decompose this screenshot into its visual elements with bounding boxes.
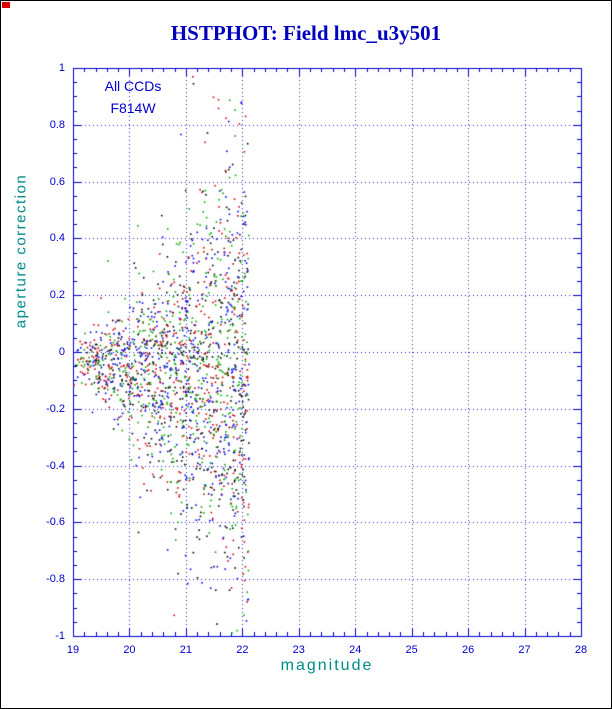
annotation-box: All CCDs F814W (89, 75, 177, 119)
y-tick-label: -0.6 (46, 516, 65, 529)
x-tick-label: 20 (123, 644, 136, 656)
y-tick-label: 0.8 (49, 118, 65, 131)
x-tick-label: 23 (292, 644, 305, 656)
x-tick-label: 22 (236, 644, 249, 656)
y-tick-label: 0.6 (49, 175, 65, 188)
x-tick-label: 24 (349, 644, 362, 656)
annotation-filter: F814W (110, 100, 156, 116)
y-tick-label: -0.4 (46, 459, 65, 472)
x-tick-label: 27 (518, 644, 531, 656)
y-tick-label: 1 (58, 62, 65, 74)
y-tick-label: 0.4 (49, 232, 65, 245)
x-tick-label: 19 (66, 644, 80, 656)
x-tick-label: 26 (461, 644, 475, 656)
x-axis-label: magnitude (280, 657, 374, 674)
y-tick-label: 0 (58, 346, 65, 358)
y-tick-label: -0.2 (46, 402, 65, 415)
x-tick-label: 21 (179, 644, 192, 656)
x-tick-label: 25 (405, 644, 418, 656)
y-tick-label: -1 (55, 630, 65, 642)
y-axis-label: aperture correction (12, 173, 30, 329)
annotation-all-ccds: All CCDs (104, 78, 162, 94)
x-tick-label: 28 (574, 644, 588, 656)
y-tick-label: -0.8 (46, 573, 65, 586)
y-tick-label: 0.2 (49, 289, 65, 302)
